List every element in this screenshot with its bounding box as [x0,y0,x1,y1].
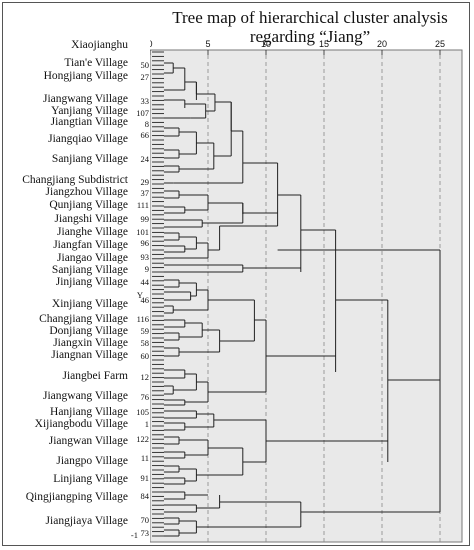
case-number: 27 [140,72,150,82]
leaf-label: Yanjiang Village [51,105,128,117]
case-number: 116 [136,314,149,324]
leaf-label: Donjiang Village [49,325,128,337]
case-number: 44 [140,277,150,287]
case-number: 12 [140,372,150,382]
case-number: 50 [140,60,150,70]
case-number: 66 [140,130,150,140]
leaf-label: Xinjiang Village [51,298,128,310]
x-tick-label: 5 [205,39,210,49]
case-number: 96 [140,238,150,248]
case-number: 59 [140,326,150,336]
leaf-label: Jiangxin Village [53,337,128,349]
figure-border [2,2,470,546]
x-tick-label: 0 [150,39,153,49]
case-number: 111 [136,200,149,210]
case-number: 76 [140,392,150,402]
leaf-label: Jiangnan Village [51,349,128,361]
leaf-label: Hanjiang Village [50,406,128,418]
leaf-label: Sanjiang Village [51,153,128,165]
leaf-label: Jiangwang Village [42,93,128,105]
leaf-label: Jiangfan Village [53,239,128,251]
x-tick-label: 25 [435,39,445,49]
leaf-label: Jiangjiaya Village [45,515,128,527]
leaf-label: Qingjiangping Village [25,491,128,503]
x-tick-label: 20 [377,39,387,49]
leaf-label: Jiangwan Village [48,435,128,447]
case-number: 33 [140,96,150,106]
case-number: 8 [144,119,149,129]
leaf-label: Jiangbei Farm [62,370,128,382]
leaf-label: Jiangshi Village [54,213,128,225]
x-tick-label: 10 [261,39,271,49]
leaf-label: Jinjiang Village [55,276,128,288]
axis-mark: -1 [130,530,138,540]
case-number: 58 [140,338,150,348]
leaf-label: Jiangwang Village [42,390,128,402]
leaf-label: Linjiang Village [53,473,128,485]
plot-background [150,49,463,543]
leaf-label-column: Xiaojianghu Tian'e Village Hongjiang Villa… [0,0,160,550]
leaf-label: Jiangtian Village [50,116,128,128]
case-number: 29 [140,177,150,187]
case-number: 9 [144,264,149,274]
dendrogram-plot: 0 5 10 15 20 25 [150,39,463,543]
case-number: 11 [140,453,149,463]
case-number: 107 [136,108,149,118]
case-number: 70 [140,515,150,525]
case-number: 24 [140,154,150,164]
x-tick-label: 15 [319,39,329,49]
case-number: 37 [140,188,150,198]
leaf-label: Qunjiang Village [49,199,128,211]
chart-title: Tree map of hierarchical cluster analysi… [172,8,448,46]
leaf-label: Hongjiang Village [43,70,128,82]
case-number: 91 [140,473,150,483]
leaf-label: Jiangzhou Village [45,186,128,198]
case-number: 73 [140,528,150,538]
leaf-label: Xiaojianghu [71,39,128,51]
leaf-label: Tian'e Village [64,57,128,69]
case-number: 46 [140,295,150,305]
case-number: 122 [136,434,149,444]
leaf-label: Sanjiang Village [51,264,128,276]
case-number: 93 [140,252,150,262]
leaf-label: Changjiang Subdistrict [22,174,128,186]
leaf-label: Xijiangbodu Village [34,418,128,430]
leaf-label: Jiangpo Village [56,455,128,467]
case-number: 99 [140,214,150,224]
case-number: 105 [136,407,149,417]
case-number: 1 [144,419,149,429]
case-number: 101 [136,227,149,237]
leaf-label: Jianghe Village [57,226,128,238]
leaf-label: Jiangqiao Village [48,133,128,145]
axis-mark: Y [136,290,143,300]
leaf-label: Jiangao Village [57,252,128,264]
case-number: 60 [140,351,150,361]
case-number: 84 [140,491,150,501]
leaf-label: Changjiang Village [39,313,128,325]
